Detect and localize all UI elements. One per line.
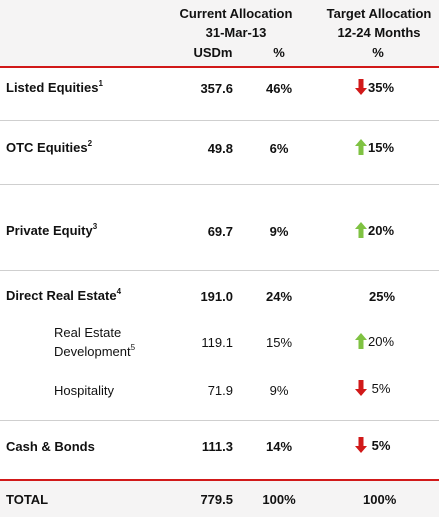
row-label-real-estate-development-line1: Real Estate [54, 325, 122, 340]
hospitality-target: 5% [355, 380, 390, 396]
green-up-arrow-icon [355, 333, 367, 349]
listed-equities-pct: 46% [265, 81, 293, 96]
red-down-arrow-icon [355, 437, 367, 453]
current-allocation-heading: Current Allocation [179, 6, 293, 21]
pct-heading: % [273, 45, 285, 60]
header-rule [0, 66, 439, 68]
real-estate-development-target: 20% [355, 333, 394, 349]
total-usdm: 779.5 [200, 492, 233, 507]
row-label-listed-equities: Listed Equities1 [6, 79, 103, 95]
red-down-arrow-icon [355, 380, 367, 396]
total-rule [0, 479, 439, 481]
otc-equities-usdm: 49.8 [207, 141, 233, 156]
hospitality-pct: 9% [269, 383, 289, 398]
row-divider [0, 270, 439, 271]
real-estate-development-pct: 15% [265, 335, 293, 350]
cash-bonds-target: 5% [355, 437, 390, 453]
real-estate-development-usdm: 119.1 [201, 335, 233, 350]
green-up-arrow-icon [355, 222, 367, 238]
target-allocation-heading: Target Allocation [326, 6, 432, 21]
row-divider [0, 184, 439, 185]
total-target: 100% [363, 492, 397, 507]
current-date-heading: 31-Mar-13 [205, 25, 267, 40]
target-pct-heading: % [372, 45, 384, 60]
direct-real-estate-usdm: 191.0 [200, 289, 233, 304]
row-label-hospitality: Hospitality [54, 383, 114, 398]
direct-real-estate-pct: 24% [265, 289, 293, 304]
cash-bonds-pct: 14% [265, 439, 293, 454]
row-label-real-estate-development-line2: Development5 [54, 343, 136, 359]
hospitality-usdm: 71.9 [207, 383, 233, 398]
private-equity-target: 20% [355, 222, 394, 238]
otc-equities-pct: 6% [269, 141, 289, 156]
private-equity-usdm: 69.7 [207, 224, 233, 239]
red-down-arrow-icon [355, 79, 367, 95]
listed-equities-target: 35% [355, 79, 394, 95]
green-up-arrow-icon [355, 139, 367, 155]
target-period-heading: 12-24 Months [337, 25, 421, 40]
cash-bonds-usdm: 111.3 [201, 439, 233, 454]
row-label-otc-equities: OTC Equities2 [6, 139, 93, 155]
private-equity-pct: 9% [269, 224, 289, 239]
usdm-heading: USDm [193, 45, 233, 60]
row-label-direct-real-estate: Direct Real Estate4 [6, 287, 122, 303]
row-label-private-equity: Private Equity3 [6, 222, 98, 238]
direct-real-estate-target: 25% [369, 289, 396, 304]
total-row [0, 481, 439, 517]
row-divider [0, 420, 439, 421]
row-label-cash-bonds: Cash & Bonds [6, 439, 95, 454]
row-divider [0, 120, 439, 121]
table-header [0, 0, 439, 66]
total-label: TOTAL [6, 492, 49, 507]
otc-equities-target: 15% [355, 139, 394, 155]
total-pct: 100% [262, 492, 296, 507]
listed-equities-usdm: 357.6 [200, 81, 233, 96]
